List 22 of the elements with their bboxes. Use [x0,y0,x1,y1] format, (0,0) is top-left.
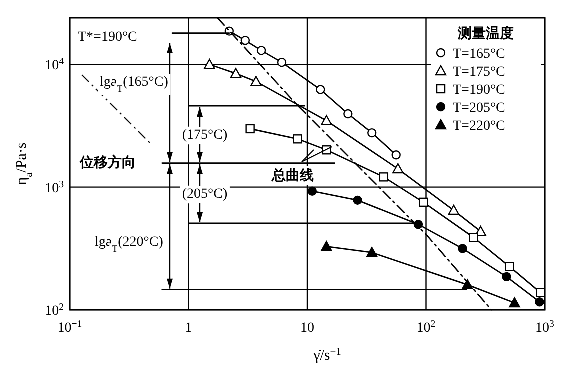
legend-label: T=220°C [453,119,506,134]
x-tick-label: 10 [300,321,314,336]
x-tick-label: 10$^{2}$ [416,318,436,336]
legend-label: T=190°C [453,83,506,98]
annotation: 总曲线 [271,168,314,184]
legend-label: T=175°C [453,65,506,80]
annotation: (205°C) [182,187,228,202]
annotation: T*=190°C [78,30,138,45]
annotation: lga$_{T}$(165°C) [100,75,169,94]
x-tick-label: 10$^{−1}$ [58,318,82,336]
y-tick-label: 10$^{2}$ [45,302,64,319]
legend-label: T=205°C [453,101,506,116]
annotation: (175°C) [182,128,228,143]
y-tick-label: 10$^{4}$ [45,56,64,74]
annotation: lga$_{T}$(220°C) [95,235,164,254]
y-tick-label: 10$^{3}$ [45,178,64,196]
legend-label: T=165°C [453,47,506,62]
x-tick-label: 1 [185,321,192,336]
legend-title: 测量温度 [457,25,514,42]
x-axis-title: γ̇/s$^{−1}$ [312,346,342,364]
annotation: 位移方向 [79,154,136,171]
x-tick-label: 10$^{3}$ [536,318,555,336]
